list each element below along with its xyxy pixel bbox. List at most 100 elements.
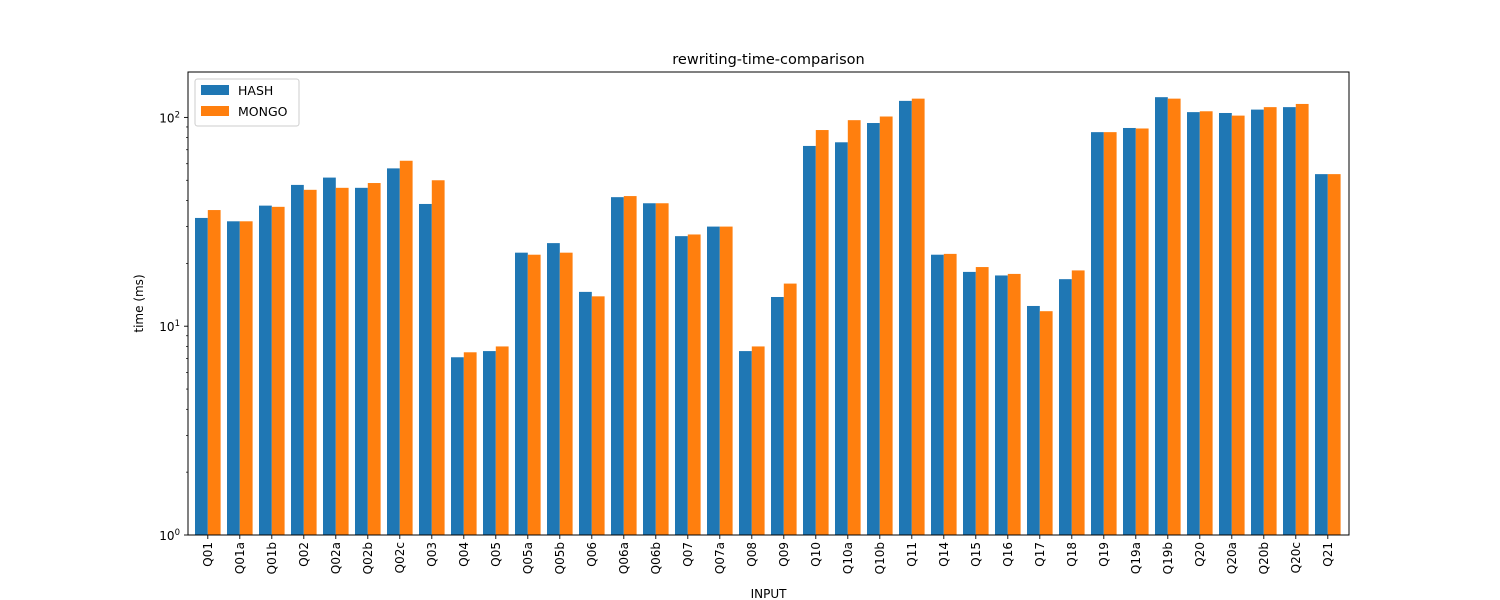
bar-mongo-q01: [207, 210, 221, 535]
bar-hash-q02a: [323, 177, 336, 535]
bar-hash-q05a: [515, 252, 528, 535]
bar-hash-q10: [803, 145, 816, 535]
x-tick-label: Q20b: [1257, 542, 1271, 574]
x-tick-label: Q20a: [1225, 542, 1239, 574]
bar-mongo-q02c: [399, 160, 413, 536]
x-tick-label: Q01b: [265, 542, 279, 574]
bar-hash-q21: [1315, 174, 1328, 535]
plot-frame: [187, 71, 1350, 536]
y-axis-title: time (ms): [132, 274, 146, 332]
x-tick-label: Q05b: [553, 542, 567, 574]
bar-hash-q06b: [643, 203, 656, 535]
bar-mongo-q06: [591, 296, 605, 535]
x-tick-label: Q09: [777, 542, 791, 567]
bar-mongo-q20b: [1263, 107, 1277, 535]
bar-mongo-q10: [815, 130, 829, 535]
x-tick-label: Q19b: [1161, 542, 1175, 574]
bar-hash-q20c: [1283, 107, 1296, 535]
x-tick-label: Q10a: [841, 542, 855, 574]
x-tick-label: Q06: [585, 542, 599, 567]
bar-hash-q01a: [227, 221, 240, 536]
x-tick-label: Q05a: [521, 542, 535, 574]
bar-mongo-q07a: [719, 226, 733, 535]
bar-mongo-q04: [463, 352, 477, 535]
bar-hash-q07a: [707, 226, 720, 535]
y-tick-label: 102: [159, 110, 180, 125]
bar-hash-q03: [419, 203, 432, 535]
bar-mongo-q20: [1199, 111, 1213, 535]
bar-mongo-q06a: [623, 196, 637, 535]
bar-hash-q15: [963, 271, 976, 535]
x-tick-label: Q02b: [361, 542, 375, 574]
x-tick-label: Q07: [681, 542, 695, 567]
x-tick-label: Q02: [297, 542, 311, 567]
x-tick-label: Q14: [937, 542, 951, 567]
legend-label-hash: HASH: [238, 83, 273, 98]
bar-mongo-q08: [751, 346, 765, 535]
bar-mongo-q07: [687, 234, 701, 535]
x-tick-label: Q07a: [713, 542, 727, 574]
bar-hash-q06a: [611, 197, 624, 535]
bar-hash-q20a: [1219, 112, 1232, 535]
bar-mongo-q16: [1007, 273, 1021, 535]
bar-mongo-q05a: [527, 254, 541, 535]
x-tick-label: Q20: [1193, 542, 1207, 567]
x-tick-label: Q04: [457, 542, 471, 567]
bar-mongo-q19b: [1167, 98, 1181, 535]
bar-mongo-q01b: [271, 206, 285, 535]
x-tick-label: Q05: [489, 542, 503, 567]
bar-hash-q19: [1091, 132, 1104, 535]
bar-hash-q02b: [355, 187, 368, 535]
bar-hash-q04: [451, 357, 464, 535]
bar-hash-q05b: [547, 243, 560, 536]
bar-hash-q16: [995, 275, 1008, 535]
bar-mongo-q10b: [879, 116, 893, 535]
bar-mongo-q17: [1039, 311, 1053, 535]
bar-mongo-q21: [1327, 174, 1341, 535]
x-tick-label: Q20c: [1289, 542, 1303, 573]
x-tick-label: Q08: [745, 542, 759, 567]
x-tick-label: Q21: [1321, 542, 1335, 567]
bar-mongo-q05: [495, 346, 509, 535]
bar-hash-q19b: [1155, 97, 1168, 535]
x-tick-label: Q16: [1001, 542, 1015, 567]
bar-hash-q02: [291, 184, 304, 535]
bar-mongo-q11: [911, 98, 925, 535]
bar-hash-q06: [579, 291, 592, 535]
x-tick-label: Q02c: [393, 542, 407, 573]
chart-title: rewriting-time-comparison: [672, 52, 864, 68]
bar-mongo-q02a: [335, 187, 349, 535]
bar-mongo-q01a: [239, 221, 253, 536]
bar-mongo-q19a: [1135, 128, 1149, 535]
x-tick-label: Q15: [969, 542, 983, 567]
bar-hash-q01: [195, 217, 208, 535]
bar-hash-q17: [1027, 305, 1040, 535]
bar-mongo-q14: [943, 253, 957, 535]
x-tick-label: Q10: [809, 542, 823, 567]
bar-hash-q19a: [1123, 127, 1136, 535]
bar-hash-q18: [1059, 279, 1072, 535]
bar-hash-q08: [739, 351, 752, 535]
x-axis-title: INPUT: [751, 587, 788, 600]
bar-hash-q02c: [387, 168, 400, 535]
bar-hash-q10a: [835, 142, 848, 535]
legend-label-mongo: MONGO: [238, 104, 288, 119]
bar-mongo-q06b: [655, 203, 669, 535]
legend-swatch-hash: [201, 85, 229, 95]
bars-group: [195, 97, 1341, 536]
bar-hash-q07: [675, 236, 688, 535]
x-tick-label: Q01a: [233, 542, 247, 574]
bar-mongo-q02b: [367, 183, 381, 536]
bar-mongo-q15: [975, 267, 989, 535]
bar-mongo-q10a: [847, 120, 861, 535]
bar-mongo-q20c: [1295, 103, 1309, 536]
bar-hash-q20b: [1251, 109, 1264, 536]
x-tick-label: Q03: [425, 542, 439, 567]
x-tick-label: Q10b: [873, 542, 887, 574]
bar-hash-q09: [771, 296, 784, 535]
x-tick-label: Q18: [1065, 542, 1079, 567]
x-tick-label: Q19a: [1129, 542, 1143, 574]
x-tick-label: Q01: [201, 542, 215, 567]
x-tick-label: Q11: [905, 542, 919, 567]
